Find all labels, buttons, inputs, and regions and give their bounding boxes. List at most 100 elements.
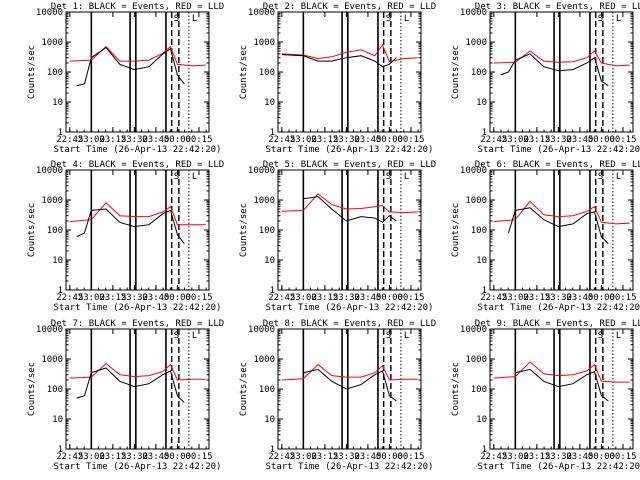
x-tick-label: 23:15 — [523, 135, 550, 145]
lld-series-line — [281, 193, 418, 214]
x-tick-label: 23:45 — [566, 293, 593, 303]
panel-3: Det 3: BLACK = Events, RED = LLD Counts/s… — [451, 2, 640, 155]
y-tick-label: 10000 — [36, 166, 63, 176]
marker-letter-s: S — [174, 331, 179, 341]
x-tick-label: 23:15 — [99, 135, 126, 145]
plot-frame — [65, 11, 210, 133]
y-tick-label: 1 — [270, 445, 275, 455]
x-tick-label: 22:45 — [268, 452, 295, 462]
x-tick-label: 23:00 — [290, 293, 317, 303]
plot-frame — [277, 169, 422, 291]
lld-series-line — [493, 361, 630, 383]
marker-letter-l: L — [616, 14, 621, 24]
marker-letter-l: L — [404, 172, 409, 182]
x-tick-label: 22:45 — [268, 135, 295, 145]
x-tick-label: 23:00 — [502, 135, 529, 145]
y-axis-label: Counts/sec — [27, 203, 37, 257]
panel-5: Det 5: BLACK = Events, RED = LLD Counts/s… — [239, 160, 436, 313]
x-tick-label: 00:00 — [588, 135, 615, 145]
y-tick-label: 100 — [471, 226, 487, 236]
x-axis-label: Start Time (26-Apr-13 22:42:20) — [54, 145, 222, 155]
marker-letter-l: L — [616, 331, 621, 341]
panel-4: Det 4: BLACK = Events, RED = LLD Counts/s… — [27, 160, 224, 313]
x-tick-label: 23:00 — [290, 135, 317, 145]
x-axis-label: Start Time (26-Apr-13 22:42:20) — [478, 303, 640, 313]
y-axis-label: Counts/sec — [451, 362, 461, 416]
lld-series-line — [493, 50, 630, 67]
x-tick-label: 23:45 — [142, 452, 169, 462]
y-tick-label: 10000 — [248, 8, 275, 18]
marker-letter-s: S — [598, 331, 603, 341]
plot-frame — [489, 11, 634, 133]
events-series-line — [303, 196, 397, 223]
events-series-line — [500, 53, 609, 87]
plot-frame — [489, 169, 634, 291]
y-tick-label: 10000 — [460, 325, 487, 335]
y-tick-label: 10 — [476, 415, 487, 425]
x-tick-label: 00:00 — [164, 452, 191, 462]
marker-letter-s: S — [174, 14, 179, 24]
plot-frame — [277, 11, 422, 133]
y-axis-label: Counts/sec — [451, 45, 461, 99]
lld-series-line — [281, 43, 418, 63]
panel-title: Det 2: BLACK = Events, RED = LLD — [263, 2, 436, 12]
y-tick-label: 10 — [476, 98, 487, 108]
x-tick-label: 23:15 — [99, 293, 126, 303]
marker-letter-s: S — [598, 172, 603, 182]
plot-frame — [489, 328, 634, 450]
x-axis-label: Start Time (26-Apr-13 22:42:20) — [478, 462, 640, 472]
lld-series-line — [69, 362, 206, 381]
y-axis-label: Counts/sec — [239, 362, 249, 416]
x-tick-label: 00:00 — [588, 293, 615, 303]
x-tick-label: 00:15 — [397, 135, 424, 145]
x-tick-label: 23:15 — [99, 452, 126, 462]
x-tick-label: 23:30 — [333, 293, 360, 303]
x-axis-label: Start Time (26-Apr-13 22:42:20) — [266, 462, 434, 472]
marker-letter-l: L — [192, 331, 197, 341]
x-tick-label: 23:00 — [502, 293, 529, 303]
plot-frame — [277, 328, 422, 450]
y-axis-label: Counts/sec — [239, 45, 249, 99]
x-tick-label: 23:45 — [354, 135, 381, 145]
x-tick-label: 23:00 — [78, 293, 105, 303]
marker-letter-s: S — [386, 331, 391, 341]
panel-7: Det 7: BLACK = Events, RED = LLD Counts/s… — [27, 319, 224, 472]
x-tick-label: 23:45 — [142, 135, 169, 145]
x-tick-label: 22:45 — [480, 293, 507, 303]
events-series-line — [76, 367, 185, 404]
y-tick-label: 100 — [47, 226, 63, 236]
events-series-line — [76, 208, 185, 245]
panel-title: Det 6: BLACK = Events, RED = LLD — [475, 160, 640, 170]
panel-title: Det 4: BLACK = Events, RED = LLD — [51, 160, 224, 170]
lld-series-line — [281, 363, 418, 381]
y-tick-label: 10 — [52, 415, 63, 425]
x-axis-label: Start Time (26-Apr-13 22:42:20) — [478, 145, 640, 155]
y-tick-label: 1 — [58, 286, 63, 296]
x-axis-label: Start Time (26-Apr-13 22:42:20) — [54, 303, 222, 313]
y-tick-label: 100 — [259, 68, 275, 78]
y-tick-label: 10000 — [248, 325, 275, 335]
plot-frame — [65, 328, 210, 450]
y-tick-label: 10000 — [460, 166, 487, 176]
y-tick-label: 1 — [58, 445, 63, 455]
y-axis-label: Counts/sec — [27, 45, 37, 99]
y-tick-label: 10 — [52, 98, 63, 108]
panel-title: Det 5: BLACK = Events, RED = LLD — [263, 160, 436, 170]
x-tick-label: 22:45 — [268, 293, 295, 303]
y-axis-label: Counts/sec — [27, 362, 37, 416]
x-tick-label: 23:30 — [333, 135, 360, 145]
panel-title: Det 1: BLACK = Events, RED = LLD — [51, 2, 224, 12]
panel-8: Det 8: BLACK = Events, RED = LLD Counts/s… — [239, 319, 436, 472]
marker-letter-l: L — [192, 172, 197, 182]
x-axis-label: Start Time (26-Apr-13 22:42:20) — [266, 145, 434, 155]
x-tick-label: 00:00 — [376, 452, 403, 462]
marker-letter-s: S — [598, 14, 603, 24]
marker-letter-l: L — [192, 14, 197, 24]
marker-letter-l: L — [404, 331, 409, 341]
panel-title: Det 9: BLACK = Events, RED = LLD — [475, 319, 640, 329]
y-tick-label: 1 — [482, 128, 487, 138]
marker-letter-s: S — [386, 14, 391, 24]
x-tick-label: 00:00 — [376, 293, 403, 303]
x-tick-label: 22:45 — [56, 452, 83, 462]
x-tick-label: 23:15 — [311, 135, 338, 145]
